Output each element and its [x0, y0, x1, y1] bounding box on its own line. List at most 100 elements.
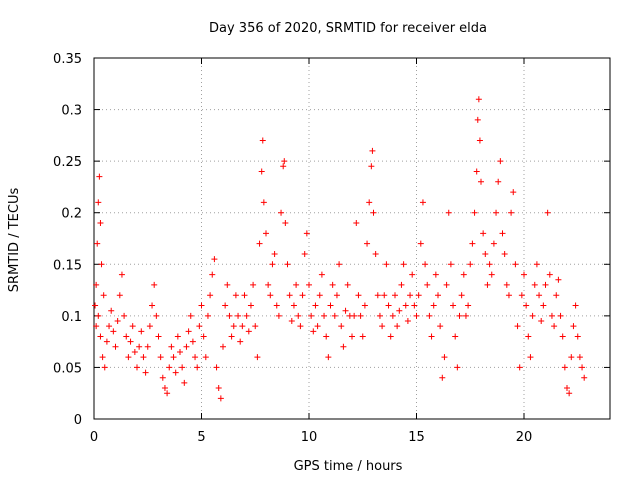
data-point	[284, 261, 291, 268]
data-point	[579, 364, 586, 371]
data-point	[153, 312, 160, 319]
data-point	[286, 292, 293, 299]
data-point	[531, 281, 538, 288]
data-point	[357, 312, 364, 319]
data-point	[290, 302, 297, 309]
data-point	[482, 250, 489, 257]
data-point	[413, 312, 420, 319]
data-point	[338, 323, 345, 330]
data-point	[254, 354, 261, 361]
y-tick-label: 0.1	[61, 310, 82, 325]
data-point	[312, 302, 319, 309]
data-point	[226, 312, 233, 319]
data-point	[100, 292, 107, 299]
data-point	[495, 178, 502, 185]
data-point	[501, 250, 508, 257]
data-point	[258, 168, 265, 175]
data-point	[486, 261, 493, 268]
data-point	[557, 312, 564, 319]
y-tick-label: 0	[74, 413, 82, 428]
data-point	[523, 302, 530, 309]
data-point	[140, 354, 147, 361]
data-point	[505, 292, 512, 299]
data-point	[327, 302, 334, 309]
data-point	[454, 364, 461, 371]
data-point	[478, 178, 484, 185]
data-point	[252, 323, 259, 330]
data-point	[400, 261, 407, 268]
data-point	[566, 390, 573, 397]
data-point	[247, 302, 254, 309]
data-point	[475, 96, 482, 103]
data-point	[570, 323, 577, 330]
data-point	[170, 354, 177, 361]
data-point	[471, 209, 478, 216]
data-point	[355, 292, 362, 299]
data-point	[96, 173, 103, 180]
data-point	[146, 323, 153, 330]
data-point	[383, 261, 390, 268]
data-point	[185, 328, 192, 335]
data-point	[237, 338, 244, 345]
data-point	[121, 312, 128, 319]
data-point	[419, 199, 426, 206]
data-point	[187, 312, 194, 319]
data-point	[129, 323, 136, 330]
data-point	[443, 281, 450, 288]
data-point	[426, 312, 433, 319]
data-point	[288, 318, 295, 325]
data-point	[95, 199, 102, 206]
data-point	[473, 168, 480, 175]
plot-frame	[93, 57, 611, 420]
data-point	[192, 354, 199, 361]
data-point	[164, 390, 171, 397]
data-point	[310, 328, 317, 335]
data-point	[521, 271, 527, 278]
data-point	[110, 328, 117, 335]
data-point	[379, 323, 386, 330]
data-point	[529, 312, 536, 319]
data-point	[179, 364, 186, 371]
data-point	[138, 328, 145, 335]
data-point	[174, 333, 181, 340]
data-point	[368, 163, 375, 170]
data-point	[314, 323, 321, 330]
data-point	[250, 281, 257, 288]
data-point	[514, 323, 521, 330]
data-point	[323, 333, 330, 340]
data-point	[239, 323, 246, 330]
data-point	[207, 292, 214, 299]
data-point	[396, 307, 403, 314]
data-point	[474, 116, 481, 123]
data-point	[172, 369, 179, 376]
data-point	[437, 323, 444, 330]
data-point	[553, 292, 560, 299]
data-point	[271, 250, 278, 257]
data-point	[353, 220, 360, 227]
y-tick-label: 0.35	[53, 52, 82, 67]
data-point	[273, 302, 280, 309]
data-point	[540, 302, 547, 309]
data-point	[351, 312, 358, 319]
x-tick-label: 10	[301, 430, 318, 445]
data-point	[93, 323, 100, 330]
data-point	[404, 318, 411, 325]
data-point	[488, 271, 495, 278]
data-point	[538, 318, 545, 325]
x-tick-label: 5	[197, 430, 205, 445]
data-point	[476, 137, 483, 144]
data-point	[518, 292, 525, 299]
data-point	[445, 209, 452, 216]
data-point	[151, 281, 158, 288]
data-point	[480, 230, 487, 237]
data-point	[432, 271, 439, 278]
grid-lines	[94, 58, 610, 419]
data-point	[215, 385, 222, 392]
data-point	[224, 281, 231, 288]
data-point	[510, 189, 517, 196]
data-point	[101, 364, 108, 371]
data-point	[112, 343, 119, 350]
data-point	[97, 220, 104, 227]
data-point	[325, 354, 332, 361]
